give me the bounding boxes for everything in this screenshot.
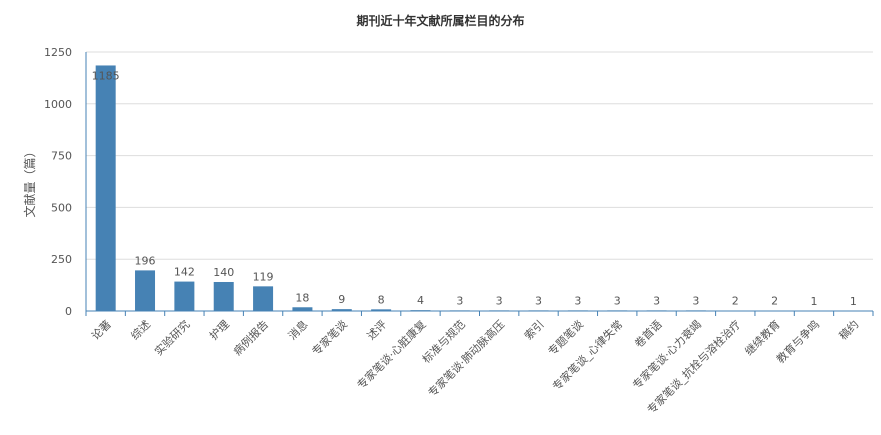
x-tick-label: 卷首语 — [631, 317, 664, 350]
data-label: 3 — [574, 294, 581, 307]
bar — [213, 281, 234, 311]
bar — [764, 310, 785, 312]
bar — [135, 270, 156, 311]
x-tick-label: 教育与争鸣 — [773, 317, 822, 366]
x-tick-label: 病例报告 — [230, 317, 271, 358]
bar — [725, 310, 746, 312]
bar — [803, 310, 824, 312]
data-label: 196 — [135, 254, 156, 267]
y-tick-label: 750 — [51, 150, 72, 163]
x-tick-label: 论著 — [88, 317, 113, 342]
data-label: 119 — [253, 270, 274, 283]
data-label: 1 — [810, 295, 817, 308]
data-label: 9 — [338, 293, 345, 306]
data-label: 142 — [174, 266, 195, 279]
data-label: 8 — [378, 293, 385, 306]
data-label: 140 — [213, 266, 234, 279]
bar — [646, 310, 667, 311]
y-tick-label: 1250 — [44, 46, 72, 59]
x-tick-label: 继续教育 — [742, 317, 783, 358]
bar — [410, 310, 431, 311]
x-tick-label: 专家笔谈_心律失常 — [549, 317, 625, 393]
y-tick-label: 500 — [51, 201, 72, 214]
data-label: 3 — [535, 294, 542, 307]
data-label: 4 — [417, 294, 424, 307]
bar — [253, 286, 274, 311]
data-label: 1 — [850, 295, 857, 308]
x-tick-label: 述评 — [364, 318, 389, 343]
y-tick-label: 0 — [65, 305, 72, 318]
data-label: 3 — [614, 294, 621, 307]
chart-title: 期刊近十年文献所属栏目的分布 — [356, 14, 525, 28]
data-label: 3 — [653, 294, 660, 307]
bar — [607, 310, 628, 311]
bar — [567, 310, 588, 311]
data-label: 18 — [295, 291, 309, 304]
bar — [331, 309, 352, 311]
x-tick-label: 专家笔谈·心脏康复 — [354, 317, 429, 392]
y-axis-title: 文献量（篇） — [22, 145, 37, 217]
data-label: 1185 — [92, 69, 120, 82]
data-label: 3 — [456, 294, 463, 307]
bar — [843, 310, 864, 312]
bar — [95, 65, 116, 311]
bar — [292, 307, 313, 311]
bar — [685, 310, 706, 311]
data-label: 3 — [496, 294, 503, 307]
x-tick-label: 专家笔谈·肺动脉高压 — [425, 317, 507, 399]
bar — [449, 310, 470, 311]
data-label: 2 — [771, 295, 778, 308]
bar — [371, 309, 392, 311]
x-tick-label: 稿约 — [836, 317, 861, 342]
data-label: 2 — [732, 295, 739, 308]
x-tick-label: 专题笔谈 — [545, 317, 586, 358]
y-tick-label: 1000 — [44, 98, 72, 111]
bar — [174, 281, 195, 311]
x-tick-label: 索引 — [521, 317, 546, 342]
x-tick-label: 消息 — [285, 317, 310, 342]
x-tick-label: 护理 — [206, 317, 231, 342]
bar — [489, 310, 510, 311]
bar — [528, 310, 549, 311]
x-tick-label: 实验研究 — [151, 317, 192, 358]
x-tick-label: 专家笔谈·心力衰竭 — [629, 317, 704, 392]
x-tick-label: 专家笔谈 — [309, 317, 350, 358]
data-label: 3 — [692, 294, 699, 307]
y-tick-label: 250 — [51, 253, 72, 266]
x-tick-label: 综述 — [128, 317, 153, 342]
